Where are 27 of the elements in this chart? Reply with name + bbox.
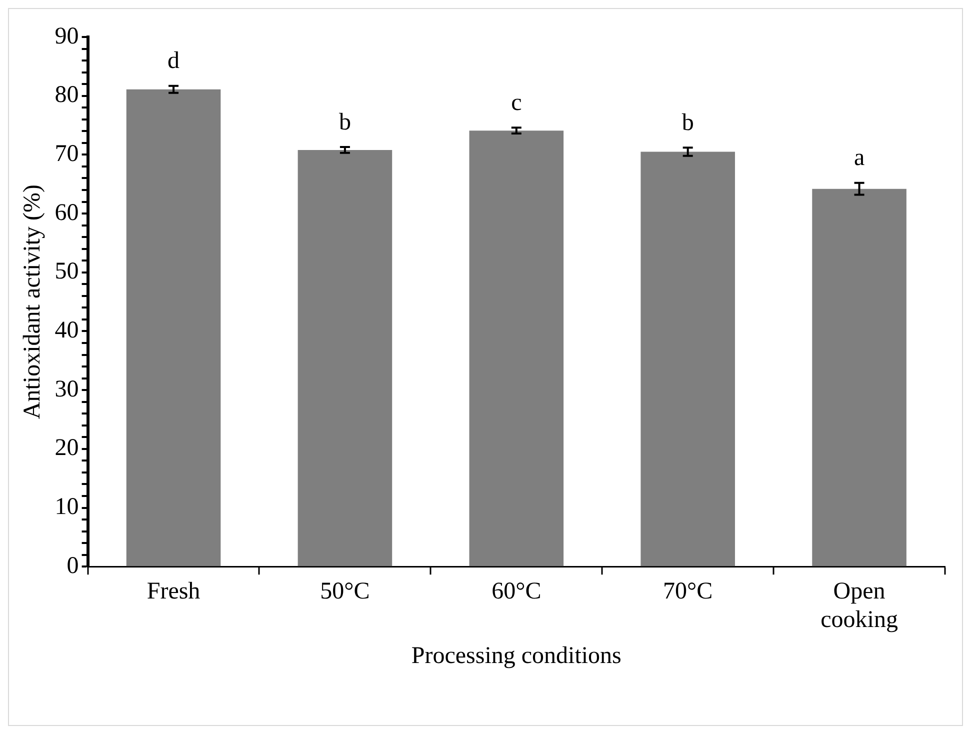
annotation: b xyxy=(338,109,351,136)
annotation: d xyxy=(168,48,180,74)
annotation: a xyxy=(854,145,865,172)
x-tick-label: Open cooking xyxy=(820,578,898,634)
bar xyxy=(126,89,221,566)
bar xyxy=(640,152,735,566)
y-tick-label: 50 xyxy=(54,258,79,285)
y-tick-label: 10 xyxy=(54,494,79,520)
y-tick-label: 30 xyxy=(54,376,79,402)
annotation: b xyxy=(682,110,694,136)
y-tick-label: 0 xyxy=(66,552,79,579)
x-tick-label: Fresh xyxy=(146,578,200,604)
bar xyxy=(812,188,906,566)
y-tick-label: 90 xyxy=(54,23,79,50)
bar xyxy=(469,130,564,566)
y-tick-label: 80 xyxy=(54,82,79,108)
y-axis-title: Antioxidant activity (%) xyxy=(20,184,46,420)
y-tick-label: 40 xyxy=(54,318,79,344)
x-axis-title: Processing conditions xyxy=(411,642,622,669)
x-tick-label: 70°C xyxy=(663,578,713,604)
x-tick-label: 50°C xyxy=(320,578,370,604)
x-tick-label: 60°C xyxy=(492,578,542,604)
y-tick-label: 20 xyxy=(54,435,79,462)
y-tick-label: 70 xyxy=(54,140,79,167)
y-tick-label: 60 xyxy=(54,200,79,226)
bar xyxy=(298,150,392,566)
annotation: c xyxy=(511,90,522,116)
